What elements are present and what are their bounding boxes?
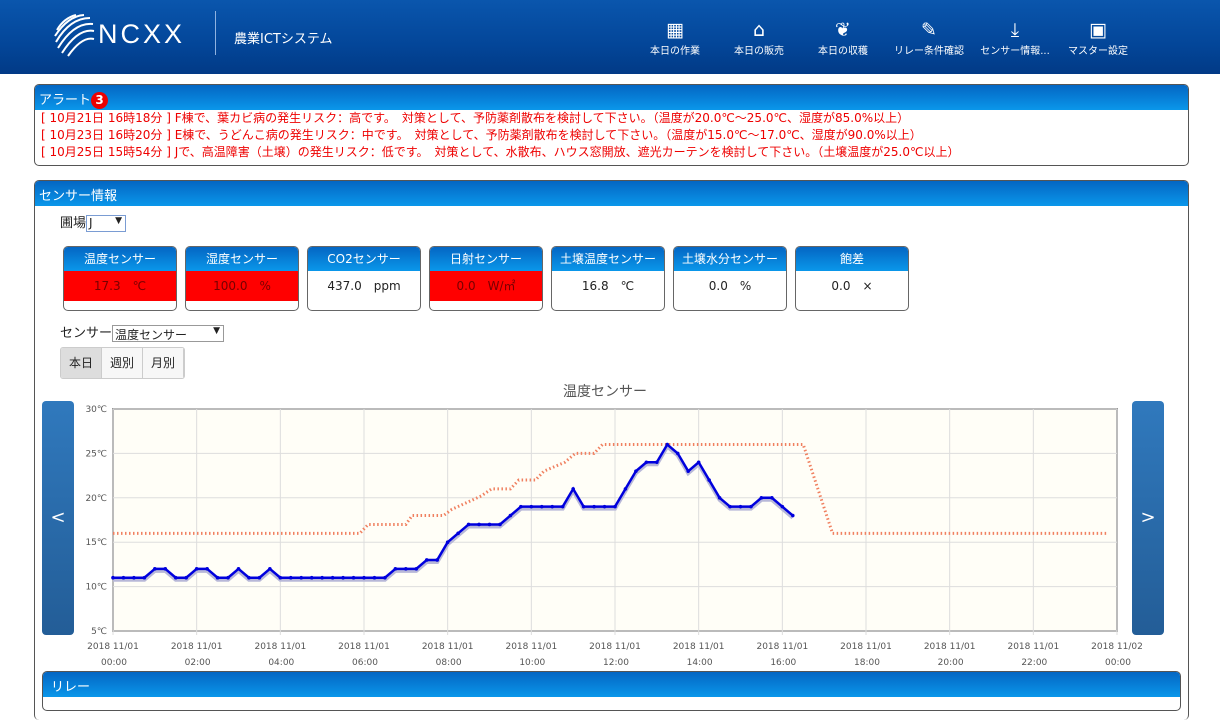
farm-label: 圃場 xyxy=(60,216,87,231)
sensor-card-value: 17.3 ℃ xyxy=(64,271,176,301)
farm-value: J xyxy=(89,216,93,230)
alert-item: [ 10月25日 15時54分 ] Jで、高温障害（土壌）の発生リスク：低です。… xyxy=(41,145,960,159)
sensor-card-value: 0.0 × xyxy=(831,279,873,293)
sensor-card: CO2センサー 437.0 ppm xyxy=(307,246,421,311)
id-badge-icon: ▣ xyxy=(1089,19,1107,41)
sensor-card: 飽差 0.0 × xyxy=(795,246,909,311)
sensor-card-value: 0.0 % xyxy=(708,279,752,293)
relay-panel: リレー xyxy=(42,671,1181,711)
nav-today-work[interactable]: ▦ 本日の作業 xyxy=(630,18,720,57)
sensor-card-value: 0.0 W/㎡ xyxy=(430,271,542,301)
range-weekly-button[interactable]: 週別 xyxy=(102,348,144,378)
sensor-card-title: 日射センサー xyxy=(430,247,542,271)
nav-label: 本日の収穫 xyxy=(818,46,868,57)
relay-panel-header: リレー xyxy=(43,672,1180,697)
nav-today-sales[interactable]: ⌂ 本日の販売 xyxy=(714,18,804,57)
sensor-row: センサー 温度センサー ▼ xyxy=(60,322,225,342)
nav-label: リレー条件確認 xyxy=(894,46,964,57)
sensor-card-value: 437.0 ppm xyxy=(327,279,401,293)
sensor-card-title: 湿度センサー xyxy=(186,247,298,271)
harvest-icon: ❦ xyxy=(835,19,851,41)
chevron-down-icon: ▼ xyxy=(115,216,123,226)
nav-label: センサー情報... xyxy=(980,46,1050,57)
clipboard-edit-icon: ✎ xyxy=(921,19,937,41)
brand-name: NCXX xyxy=(98,19,186,49)
chart-title: 温度センサー xyxy=(563,384,647,400)
calendar-icon: ▦ xyxy=(666,19,684,41)
system-title: 農業ICTシステム xyxy=(234,32,333,47)
alert-title: アラート xyxy=(39,93,92,108)
alert-panel: アラート 3 [ 10月21日 16時18分 ] F棟で、葉カビ病の発生リスク：高… xyxy=(34,84,1189,166)
alert-panel-header: アラート 3 xyxy=(35,85,1188,110)
sensor-card: 土壌水分センサー 0.0 % xyxy=(673,246,787,311)
nav-label: マスター設定 xyxy=(1068,46,1128,57)
next-button[interactable]: > xyxy=(1132,401,1164,635)
sensor-card: 日射センサー 0.0 W/㎡ xyxy=(429,246,543,311)
download-icon: ⤓ xyxy=(1010,19,1020,41)
sensor-panel-header: センサー情報 xyxy=(35,181,1188,206)
sensor-card: 湿度センサー 100.0 % xyxy=(185,246,299,311)
nav-relay-conditions[interactable]: ✎ リレー条件確認 xyxy=(884,18,974,57)
nav-sensor-info[interactable]: ⤓ センサー情報... xyxy=(970,18,1060,57)
sensor-card-title: 土壌水分センサー xyxy=(674,247,786,271)
farm-row: 圃場 J ▼ xyxy=(60,212,127,232)
sensor-card-title: 温度センサー xyxy=(64,247,176,271)
sensor-card: 土壌温度センサー 16.8 ℃ xyxy=(551,246,665,311)
range-button-group: 本日 週別 月別 xyxy=(60,347,186,379)
range-monthly-button[interactable]: 月別 xyxy=(143,348,185,378)
alert-count-badge: 3 xyxy=(91,92,109,109)
sensor-value: 温度センサー xyxy=(115,328,188,342)
chevron-down-icon: ▼ xyxy=(213,326,221,336)
app-header: NCXX 農業ICTシステム ▦ 本日の作業 ⌂ 本日の販売 ❦ 本日の収穫 ✎ リレー… xyxy=(0,0,1220,74)
farm-select[interactable]: J ▼ xyxy=(86,215,127,232)
sensor-card-title: 土壌温度センサー xyxy=(552,247,664,271)
alert-item: [ 10月21日 16時18分 ] F棟で、葉カビ病の発生リスク：高です。 対策… xyxy=(41,111,910,125)
alert-item: [ 10月23日 16時20分 ] E棟で、うどんこ病の発生リスク：中です。 対… xyxy=(41,128,922,142)
store-icon: ⌂ xyxy=(752,19,766,41)
prev-button[interactable]: < xyxy=(42,401,74,635)
nav-master-settings[interactable]: ▣ マスター設定 xyxy=(1053,18,1143,57)
sensor-card-value: 100.0 % xyxy=(186,271,298,301)
sensor-card-title: CO2センサー xyxy=(308,247,420,271)
nav-today-harvest[interactable]: ❦ 本日の収穫 xyxy=(798,18,888,57)
sensor-card: 温度センサー 17.3 ℃ xyxy=(63,246,177,311)
sensor-card-value: 16.8 ℃ xyxy=(581,279,635,293)
sensor-select[interactable]: 温度センサー ▼ xyxy=(112,325,225,342)
divider xyxy=(215,11,216,55)
ncxx-logo-icon xyxy=(54,14,95,57)
range-today-button[interactable]: 本日 xyxy=(61,348,103,378)
sensor-label: センサー xyxy=(60,326,113,341)
sensor-card-title: 飽差 xyxy=(796,247,908,271)
nav-label: 本日の販売 xyxy=(734,46,784,57)
nav-label: 本日の作業 xyxy=(650,46,700,57)
